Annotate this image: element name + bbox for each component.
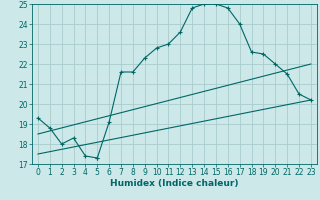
X-axis label: Humidex (Indice chaleur): Humidex (Indice chaleur) (110, 179, 239, 188)
